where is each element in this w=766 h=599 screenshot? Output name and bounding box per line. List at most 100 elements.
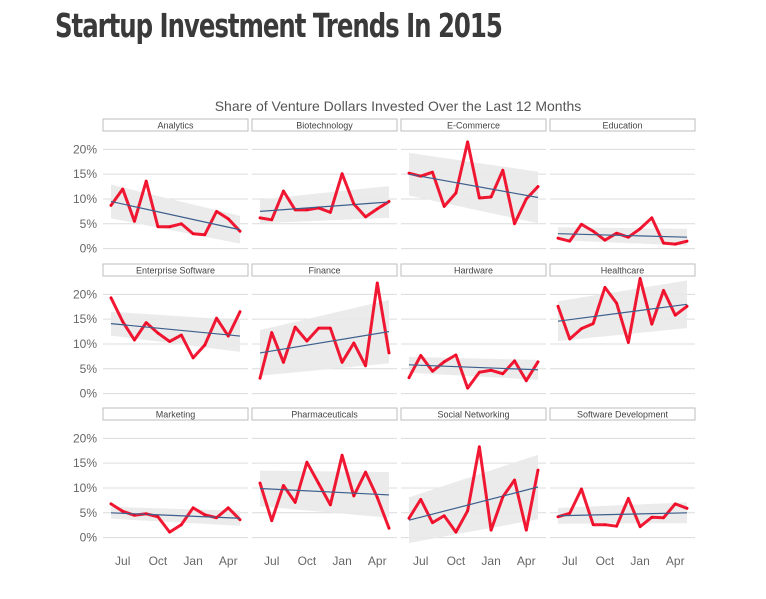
chart-title: Share of Venture Dollars Invested Over t… [215,98,582,114]
x-tick-label: Apr [219,554,238,568]
x-tick-label: Oct [447,554,466,568]
facet-label: Education [602,121,642,131]
data-point [227,217,230,221]
data-point [191,356,195,360]
data-point [685,239,689,243]
data-point [317,206,320,210]
y-tick-label: 20% [73,431,97,445]
data-point [525,197,528,201]
facet-panel: E-Commerce [400,118,547,250]
facet-panel: Hardware [400,263,547,395]
facet-strip [400,407,547,421]
data-point [376,281,379,285]
facet-panel: Healthcare [549,263,696,395]
data-point [591,322,595,325]
data-point [133,338,136,342]
data-point [156,331,160,335]
data-point [419,498,422,501]
data-point [121,510,124,513]
data-point [352,494,356,498]
data-point [305,339,309,343]
data-point [376,207,379,211]
data-point [364,470,367,474]
data-point [180,222,183,225]
data-point [627,341,630,344]
data-point [156,225,160,228]
x-tick-label: Apr [368,554,387,568]
data-point [121,320,124,323]
series-line [258,281,391,380]
facet-panel: Analytics [102,118,249,250]
x-tick-label: Jul [562,554,577,568]
data-point [293,325,297,329]
data-point [215,316,218,320]
x-tick-label: Jan [332,554,351,568]
trend-line [408,364,539,371]
data-point [238,230,242,233]
data-point [227,506,230,510]
y-tick-label: 10% [73,337,97,351]
y-tick-label: 15% [73,456,97,470]
y-tick-label: 5% [80,362,98,376]
facet-panel: Marketing [102,407,249,539]
data-point [180,333,183,337]
facet-label: Enterprise Software [136,266,215,276]
data-point [407,171,411,175]
data-point [568,239,571,243]
series-line [407,445,540,534]
trend-line [557,303,688,322]
data-point [501,495,505,499]
data-point [662,289,665,292]
data-point [501,372,505,375]
data-point [466,509,469,513]
data-point [376,496,379,499]
data-point [352,202,356,206]
facet-panel: Finance [251,263,398,395]
data-point [603,286,607,289]
data-point [431,170,434,174]
data-point [556,515,560,518]
trend-line [259,330,390,354]
data-point [466,386,469,390]
data-point [191,506,195,510]
data-point [419,174,422,178]
trend-line [110,323,241,337]
facet-strip [102,407,249,421]
data-point [685,305,689,308]
data-point [144,179,148,183]
data-point [407,376,411,379]
series-line [407,353,540,390]
data-point [615,232,618,235]
x-tick-label: Oct [149,554,168,568]
data-point [674,502,677,506]
data-point [238,518,242,521]
facet-strip [549,407,696,421]
data-point [627,497,630,500]
data-point [156,515,160,518]
trend-line [110,512,241,519]
facet-strip [549,118,696,132]
data-point [615,524,618,528]
series-line [109,502,242,534]
y-tick-label: 15% [73,312,97,326]
trend-line [408,486,539,521]
page-title: Startup Investment Trends In 2015 [55,6,503,45]
facet-panel: Pharmaceuticals [251,407,398,539]
data-point [650,216,654,220]
trend-confidence-band [260,299,389,376]
data-point [258,481,262,485]
data-point [168,530,171,534]
data-point [317,326,320,330]
data-point [580,487,583,491]
data-point [568,337,571,341]
facet-label: Software Development [577,410,669,420]
data-point [364,215,367,219]
y-tick-label: 20% [73,287,97,301]
facet-strip [251,407,398,421]
series-line [109,179,242,237]
data-point [674,242,677,246]
data-point [431,370,434,373]
facet-panel: Social Networking [400,407,547,544]
series-line [109,296,242,360]
